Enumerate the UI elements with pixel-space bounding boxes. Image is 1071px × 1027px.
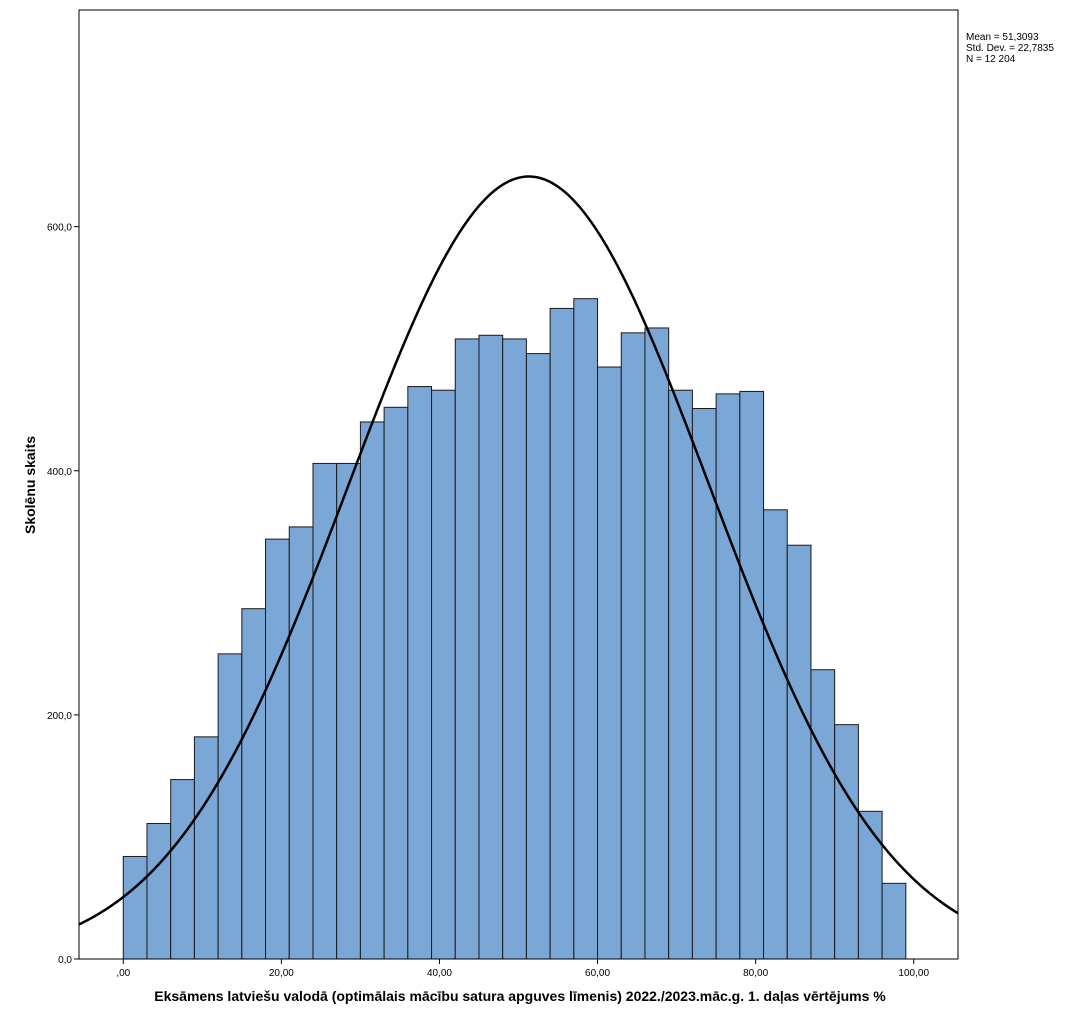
histogram-bar-29 (810, 669, 836, 960)
y-tick-label-0: 0,0 (58, 955, 72, 966)
histogram-bar-27 (763, 509, 788, 960)
histogram-bar-9 (336, 462, 361, 960)
histogram-bar-19 (573, 298, 599, 960)
y-axis-title: Skolēnu skaits (22, 436, 38, 534)
x-tick-label-0: ,00 (116, 968, 130, 979)
stats-std-dev: Std. Dev. = 22,7835 (966, 43, 1054, 54)
stats-n: N = 12 204 (966, 54, 1016, 65)
histogram-bar-28 (786, 544, 812, 960)
histogram-bar-12 (407, 386, 433, 960)
histogram-bar-26 (739, 390, 765, 960)
histogram-bar-30 (834, 724, 859, 960)
histogram-bar-16 (502, 338, 527, 960)
histogram-bar-10 (359, 421, 385, 960)
histogram-bar-17 (525, 353, 551, 960)
histogram-bar-21 (620, 332, 646, 960)
histogram-bar-13 (431, 389, 456, 960)
histogram-bar-14 (454, 338, 480, 960)
histogram-bar-32 (881, 882, 907, 960)
histogram-bar-1 (146, 823, 172, 960)
x-axis-title: Eksāmens latviešu valodā (optimālais māc… (154, 988, 886, 1004)
bars-layer (122, 298, 907, 960)
stats-box: Mean = 51,3093 Std. Dev. = 22,7835 N = 1… (966, 32, 1054, 65)
x-tick-label-3: 60,00 (585, 968, 610, 979)
normal-curve (78, 175, 959, 926)
curve-layer (78, 175, 959, 926)
x-tick-label-4: 80,00 (743, 968, 768, 979)
x-tick-label-1: 20,00 (269, 968, 294, 979)
histogram-bar-15 (478, 334, 504, 960)
y-tick-label-1: 200,0 (47, 711, 72, 722)
histogram-bar-8 (312, 462, 338, 960)
y-tick-label-3: 600,0 (47, 223, 72, 234)
histogram-bar-31 (857, 810, 883, 960)
histogram-bar-11 (383, 406, 409, 960)
histogram-bar-4 (217, 653, 243, 960)
histogram-bar-2 (170, 779, 195, 960)
histogram-bar-18 (549, 307, 575, 960)
y-tick-label-2: 400,0 (47, 467, 72, 478)
histogram-bar-7 (288, 526, 314, 960)
histogram-bar-5 (241, 608, 267, 960)
histogram-bar-3 (193, 736, 219, 960)
axes-layer: 0,0 200,0 400,0 600,0 ,00 20,00 40,00 60,00 80,0… (47, 223, 929, 979)
histogram-bar-23 (668, 389, 693, 960)
plot-frame (78, 9, 959, 960)
histogram-bar-0 (122, 855, 148, 960)
histogram-bar-6 (265, 538, 290, 960)
histogram-bar-25 (715, 393, 741, 960)
x-tick-label-2: 40,00 (427, 968, 452, 979)
x-tick-label-5: 100,00 (898, 968, 929, 979)
histogram-bar-20 (597, 366, 622, 960)
stats-mean: Mean = 51,3093 (966, 32, 1039, 43)
histogram-bar-22 (644, 327, 670, 960)
